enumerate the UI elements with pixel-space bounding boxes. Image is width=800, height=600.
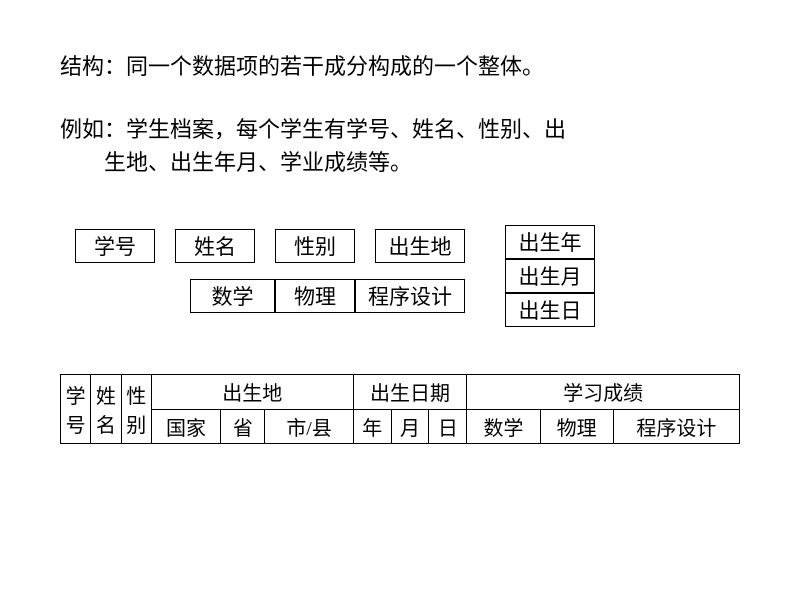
td-sheng: 省 — [221, 409, 265, 444]
paragraph-2: 例如：学生档案，每个学生有学号、姓名、性别、出 生地、出生年月、学业成绩等。 — [60, 113, 740, 179]
box-shuxue: 数学 — [190, 279, 275, 313]
td-chengxusheji: 程序设计 — [613, 409, 739, 444]
td-ri: 日 — [429, 409, 467, 444]
td-guojia: 国家 — [151, 409, 220, 444]
td-shuxue: 数学 — [467, 409, 540, 444]
th-chushengriji: 出生日期 — [353, 375, 467, 410]
paragraph-1: 结构：同一个数据项的若干成分构成的一个整体。 — [60, 50, 740, 83]
box-xingming: 姓名 — [175, 229, 255, 263]
th-xuexichengji: 学习成绩 — [467, 375, 740, 410]
para2-line2: 生地、出生年月、学业成绩等。 — [60, 146, 740, 179]
th-xuehao: 学号 — [61, 375, 91, 444]
td-nian: 年 — [353, 409, 391, 444]
box-chushengyue: 出生月 — [505, 259, 595, 293]
box-chengxusheji: 程序设计 — [355, 279, 465, 313]
box-chushengdi: 出生地 — [375, 229, 465, 263]
para2-line1: 例如：学生档案，每个学生有学号、姓名、性别、出 — [60, 117, 566, 142]
box-wuli: 物理 — [275, 279, 355, 313]
td-yue: 月 — [391, 409, 429, 444]
box-xingbie: 性别 — [275, 229, 355, 263]
th-chushengdi: 出生地 — [151, 375, 353, 410]
structure-table: 学号 姓名 性别 出生地 出生日期 学习成绩 国家 省 市/县 年 月 日 数学… — [60, 374, 740, 444]
box-chushengri: 出生日 — [505, 293, 595, 327]
th-xingming: 姓名 — [91, 375, 121, 444]
field-boxes-area: 学号 姓名 性别 出生地 出生年 出生月 出生日 数学 物理 程序设计 — [60, 229, 740, 359]
td-shixian: 市/县 — [265, 409, 353, 444]
th-xingbie: 性别 — [121, 375, 151, 444]
td-wuli: 物理 — [540, 409, 613, 444]
box-chushengnian: 出生年 — [505, 225, 595, 259]
box-xuehao: 学号 — [75, 229, 155, 263]
